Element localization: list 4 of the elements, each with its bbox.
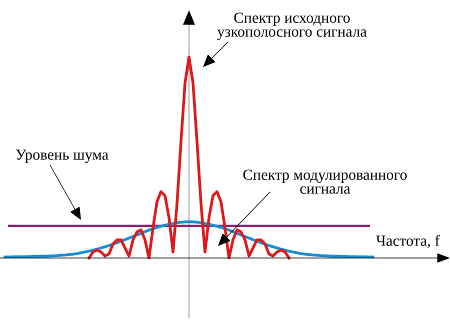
text: Спектр исходного узкополосного сигнала (217, 12, 367, 40)
x-axis-title: Частота, f (376, 234, 440, 248)
annotation: Уровень шума (16, 150, 108, 163)
annotation: Спектр модулированного сигнала (243, 170, 407, 194)
